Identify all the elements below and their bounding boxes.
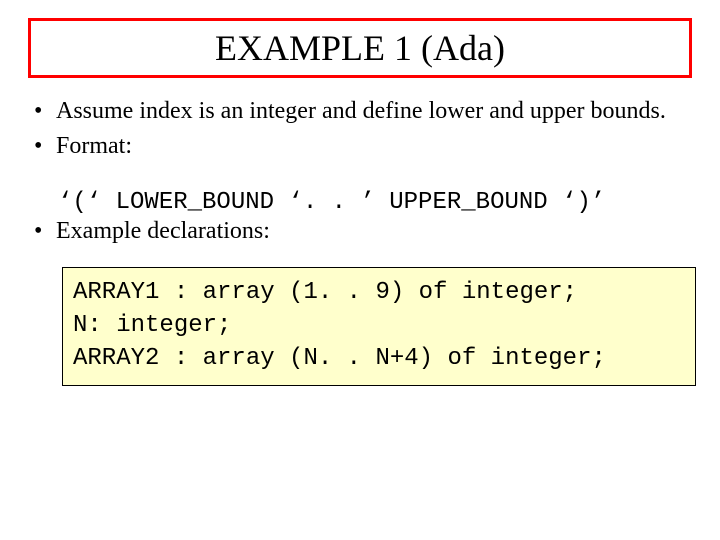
slide-title: EXAMPLE 1 (Ada) (215, 27, 505, 69)
slide-content: Assume index is an integer and define lo… (22, 96, 698, 386)
bullet-item: Format: (34, 131, 698, 162)
bullet-item: Assume index is an integer and define lo… (34, 96, 698, 127)
code-line: N: integer; (73, 309, 685, 342)
title-box: EXAMPLE 1 (Ada) (28, 18, 692, 78)
code-example-box: ARRAY1 : array (1. . 9) of integer; N: i… (62, 267, 696, 386)
bullet-list-top: Assume index is an integer and define lo… (22, 96, 698, 161)
bullet-list-bottom: Example declarations: (22, 216, 698, 247)
code-line: ARRAY1 : array (1. . 9) of integer; (73, 276, 685, 309)
bullet-item: Example declarations: (34, 216, 698, 247)
format-syntax-line: ‘(‘ LOWER_BOUND ‘. . ’ UPPER_BOUND ‘)’ (58, 189, 698, 216)
code-line: ARRAY2 : array (N. . N+4) of integer; (73, 342, 685, 375)
